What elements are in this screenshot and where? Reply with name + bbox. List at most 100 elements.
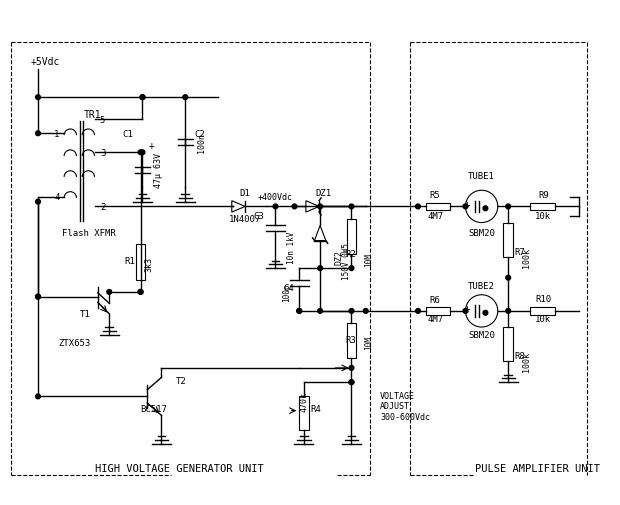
Text: R5: R5 [430, 190, 440, 199]
Text: 5: 5 [100, 115, 105, 124]
Circle shape [463, 309, 468, 314]
Text: +: + [149, 140, 155, 150]
Circle shape [506, 205, 511, 210]
Circle shape [35, 394, 40, 399]
Text: 1N4007: 1N4007 [229, 215, 261, 224]
Text: T2: T2 [175, 376, 187, 385]
Text: R2: R2 [345, 250, 356, 259]
Circle shape [35, 200, 40, 205]
Text: 10M: 10M [364, 252, 373, 266]
Circle shape [363, 309, 368, 314]
Text: R9: R9 [538, 190, 549, 199]
Circle shape [349, 309, 354, 314]
Circle shape [292, 205, 297, 210]
Text: 4: 4 [55, 193, 60, 202]
Circle shape [349, 205, 354, 210]
Text: 10k: 10k [535, 315, 551, 323]
Text: BC517: BC517 [141, 405, 167, 414]
Circle shape [349, 366, 354, 371]
Circle shape [138, 290, 143, 295]
Text: ZTX653: ZTX653 [58, 338, 91, 347]
Bar [503, 327, 513, 362]
Text: VOLTAGE
ADJUST
300-600Vdc: VOLTAGE ADJUST 300-600Vdc [380, 391, 430, 421]
Circle shape [35, 295, 40, 299]
Text: D1: D1 [240, 188, 250, 197]
Text: R3: R3 [345, 335, 356, 344]
Text: +400Vdc: +400Vdc [258, 193, 293, 202]
Bar [136, 245, 145, 280]
Bar [299, 396, 309, 430]
Text: 150V 0W5: 150V 0W5 [342, 242, 351, 279]
Text: C1: C1 [122, 129, 133, 138]
Text: DZ1: DZ1 [315, 188, 331, 197]
Text: R10: R10 [535, 294, 551, 304]
Text: TR1: TR1 [84, 110, 101, 120]
Text: T1: T1 [79, 310, 91, 319]
Text: 4M7: 4M7 [427, 212, 443, 221]
Circle shape [349, 380, 354, 385]
Text: 100n: 100n [197, 133, 206, 153]
Circle shape [35, 295, 40, 299]
Circle shape [317, 309, 322, 314]
Text: 470k: 470k [299, 391, 308, 412]
Circle shape [140, 95, 145, 100]
Circle shape [483, 311, 488, 316]
Text: 47μ 63V: 47μ 63V [154, 153, 163, 188]
Text: 100p: 100p [282, 283, 291, 301]
Bar [347, 324, 356, 359]
Circle shape [483, 207, 488, 211]
Text: 2: 2 [100, 203, 105, 212]
Circle shape [183, 95, 188, 100]
Text: 1: 1 [55, 129, 60, 138]
Text: SBM20: SBM20 [468, 228, 495, 237]
Circle shape [415, 309, 420, 314]
Text: 100k: 100k [523, 351, 531, 372]
Circle shape [107, 290, 112, 295]
Bar [347, 219, 356, 255]
Text: C4: C4 [284, 283, 294, 292]
Circle shape [140, 150, 145, 156]
Text: 4M7: 4M7 [427, 315, 443, 323]
Text: PULSE AMPLIFIER UNIT: PULSE AMPLIFIER UNIT [475, 463, 600, 473]
Bar [530, 203, 555, 211]
Circle shape [138, 290, 143, 295]
Text: 10M: 10M [364, 336, 373, 349]
Text: TUBE2: TUBE2 [468, 281, 495, 290]
Bar [530, 308, 555, 315]
Circle shape [273, 205, 278, 210]
Text: C3: C3 [254, 212, 264, 221]
Circle shape [35, 132, 40, 136]
Circle shape [297, 309, 301, 314]
Circle shape [297, 309, 301, 314]
Circle shape [349, 380, 354, 385]
Text: 3k3: 3k3 [144, 257, 153, 271]
Text: 100k: 100k [523, 247, 531, 267]
Circle shape [140, 95, 145, 100]
Bar [425, 308, 450, 315]
Text: 10n 1kV: 10n 1kV [287, 232, 296, 264]
Text: TUBE1: TUBE1 [468, 171, 495, 180]
Bar [503, 223, 513, 257]
Text: R7: R7 [515, 247, 526, 256]
Circle shape [349, 266, 354, 271]
Circle shape [138, 150, 143, 156]
Text: R8: R8 [515, 351, 526, 361]
Bar [425, 203, 450, 211]
Text: R6: R6 [430, 295, 440, 305]
Text: +: + [463, 199, 470, 209]
Text: Flash XFMR: Flash XFMR [62, 228, 115, 237]
Text: R4: R4 [311, 405, 321, 414]
Circle shape [506, 276, 511, 280]
Circle shape [317, 205, 322, 210]
Circle shape [35, 95, 40, 100]
Text: C2: C2 [195, 129, 205, 138]
Circle shape [463, 205, 468, 210]
Text: 10k: 10k [535, 212, 551, 221]
Circle shape [317, 266, 322, 271]
Text: 3: 3 [100, 148, 105, 158]
Text: R1: R1 [124, 257, 135, 266]
Circle shape [415, 205, 420, 210]
Text: HIGH VOLTAGE GENERATOR UNIT: HIGH VOLTAGE GENERATOR UNIT [95, 463, 264, 473]
Text: SBM20: SBM20 [468, 330, 495, 339]
Text: +: + [463, 304, 470, 314]
